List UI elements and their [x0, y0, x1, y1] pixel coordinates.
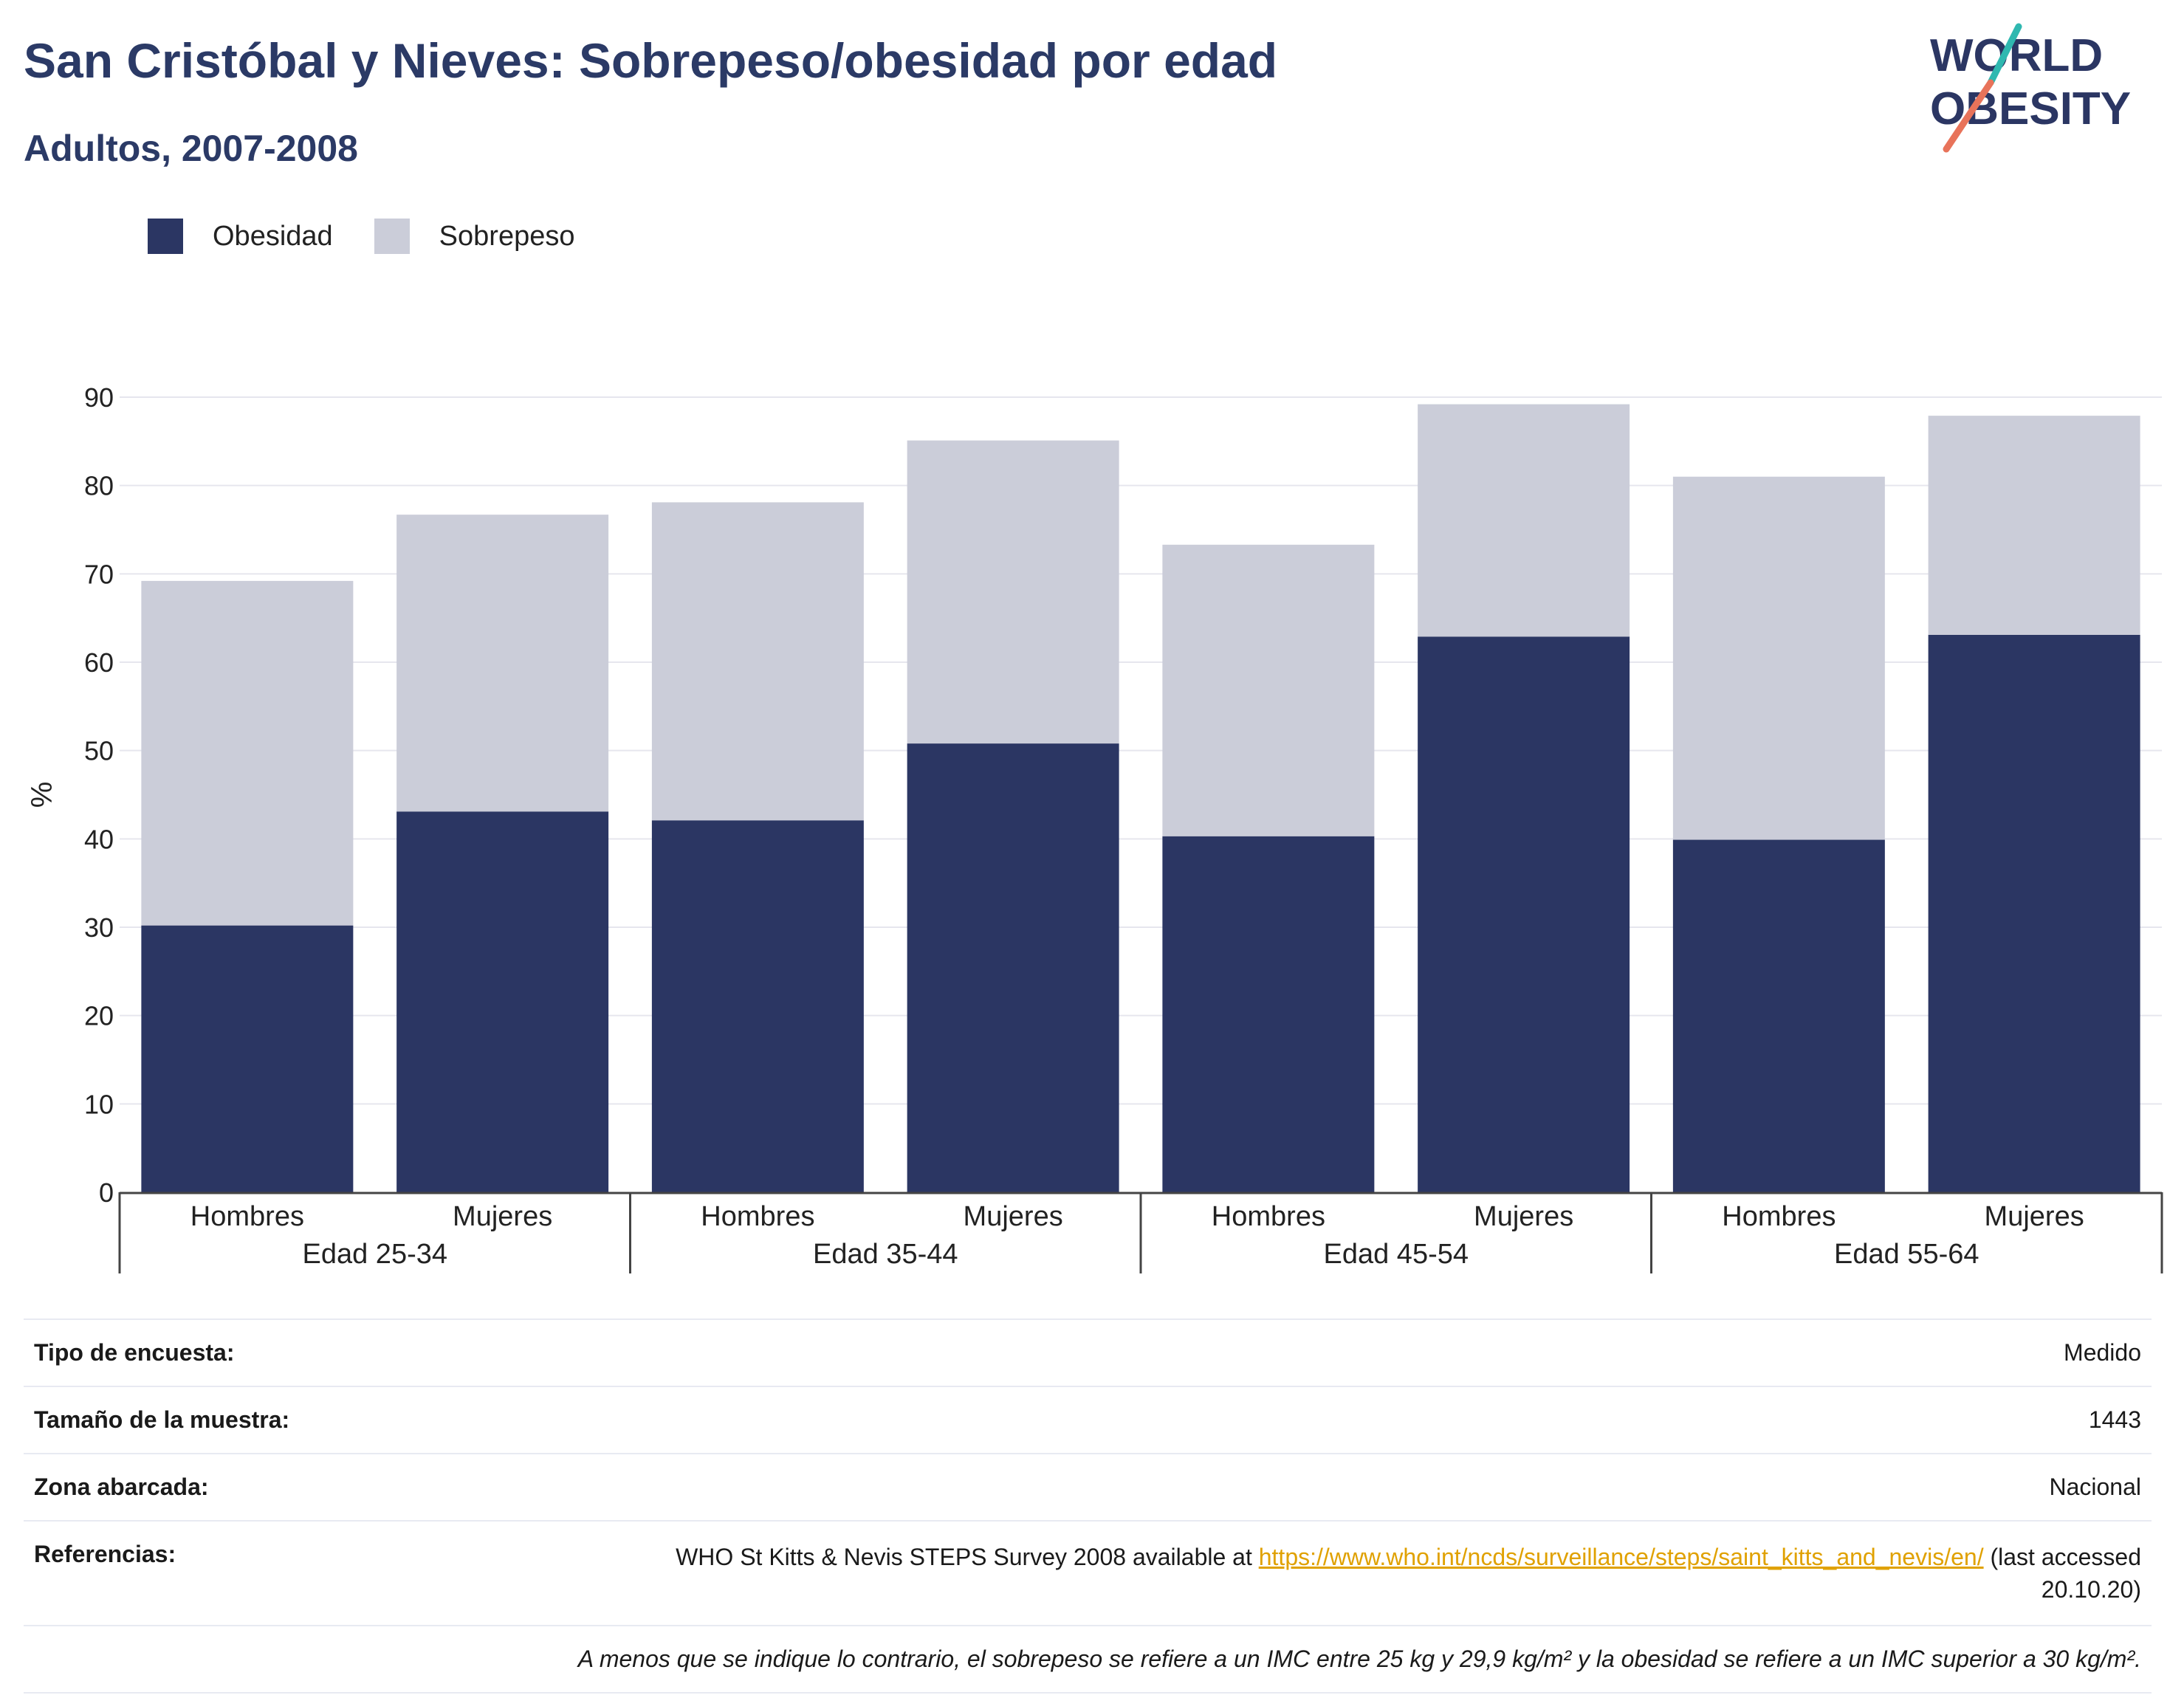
- bar-obesidad: [1928, 634, 2140, 1192]
- bar-sobrepeso: [141, 580, 354, 926]
- chart-legend: Obesidad Sobrepeso: [148, 219, 616, 254]
- note-row: A menos que se indique lo contrario, el …: [24, 1625, 2152, 1694]
- bar-sobrepeso: [907, 440, 1119, 744]
- legend-label-sobrepeso: Sobrepeso: [439, 220, 575, 252]
- svg-text:WORLD: WORLD: [1930, 30, 2103, 81]
- y-tick-label: 40: [84, 824, 114, 854]
- world-obesity-logo: WORLD OBESITY: [1930, 23, 2131, 153]
- y-tick-label: 60: [84, 647, 114, 678]
- area-row: Zona abarcada: Nacional: [24, 1453, 2152, 1520]
- bar-sobrepeso: [1162, 544, 1375, 836]
- bar-sobrepeso: [651, 502, 864, 821]
- legend-swatch-sobrepeso: [374, 219, 410, 254]
- y-tick-label: 30: [84, 912, 114, 943]
- page-subtitle: Adultos, 2007-2008: [24, 128, 358, 169]
- bar-sobrepeso: [1928, 416, 2140, 635]
- references-suffix: (last accessed 20.10.20): [1983, 1544, 2141, 1603]
- x-tick-label: Hombres: [1722, 1201, 1836, 1232]
- y-tick-label: 50: [84, 736, 114, 766]
- references-prefix: WHO St Kitts & Nevis STEPS Survey 2008 a…: [676, 1544, 1259, 1570]
- legend-label-obesidad: Obesidad: [213, 220, 333, 252]
- group-label: Edad 35-44: [813, 1239, 958, 1270]
- sample-size-value: 1443: [2088, 1406, 2141, 1433]
- x-tick-label: Mujeres: [453, 1201, 552, 1232]
- bar-obesidad: [1672, 839, 1885, 1192]
- legend-item-sobrepeso[interactable]: Sobrepeso: [374, 219, 575, 254]
- y-tick-label: 20: [84, 1001, 114, 1031]
- bar-obesidad: [907, 743, 1119, 1192]
- references-row: Referencias: WHO St Kitts & Nevis STEPS …: [24, 1520, 2152, 1625]
- bar-obesidad: [1418, 636, 1630, 1192]
- bar-sobrepeso: [396, 515, 609, 812]
- survey-type-row: Tipo de encuesta: Medido: [24, 1318, 2152, 1386]
- y-tick-label: 70: [84, 559, 114, 589]
- sample-size-label: Tamaño de la muestra:: [34, 1406, 290, 1433]
- x-tick-label: Mujeres: [964, 1201, 1063, 1232]
- bar-obesidad: [1162, 836, 1375, 1192]
- y-tick-label: 80: [84, 471, 114, 501]
- definition-note: A menos que se indique lo contrario, el …: [577, 1646, 2141, 1672]
- legend-swatch-obesidad: [148, 219, 183, 254]
- group-label: Edad 55-64: [1834, 1239, 1979, 1270]
- bar-sobrepeso: [1672, 476, 1885, 840]
- legend-item-obesidad[interactable]: Obesidad: [148, 219, 333, 254]
- bar-obesidad: [141, 925, 354, 1192]
- x-tick-label: Hombres: [701, 1201, 814, 1232]
- bar-sobrepeso: [1418, 404, 1630, 637]
- group-label: Edad 45-54: [1324, 1239, 1469, 1270]
- y-tick-label: 90: [84, 382, 114, 413]
- references-link[interactable]: https://www.who.int/ncds/surveillance/st…: [1258, 1544, 1984, 1570]
- sample-size-row: Tamaño de la muestra: 1443: [24, 1386, 2152, 1453]
- x-tick-label: Hombres: [1212, 1201, 1325, 1232]
- bar-obesidad: [651, 820, 864, 1192]
- bar-obesidad: [396, 811, 609, 1192]
- survey-type-value: Medido: [2064, 1339, 2141, 1366]
- y-axis-title: %: [26, 782, 58, 808]
- survey-info-table: Tipo de encuesta: Medido Tamaño de la mu…: [24, 1318, 2152, 1694]
- page-title: San Cristóbal y Nieves: Sobrepeso/obesid…: [24, 33, 1278, 88]
- x-tick-label: Hombres: [190, 1201, 304, 1232]
- area-value: Nacional: [2049, 1474, 2141, 1500]
- survey-type-label: Tipo de encuesta:: [34, 1339, 235, 1366]
- group-label: Edad 25-34: [303, 1239, 448, 1270]
- stacked-bar-chart: 0 10 20 30 40 50 60 70 80 90% Hombres Mujeres Hombre…: [26, 382, 2163, 1273]
- references-label: Referencias:: [34, 1541, 176, 1567]
- y-tick-label: 0: [99, 1177, 114, 1208]
- x-tick-label: Mujeres: [1474, 1201, 1573, 1232]
- x-tick-label: Mujeres: [1985, 1201, 2084, 1232]
- y-tick-label: 10: [84, 1089, 114, 1119]
- area-label: Zona abarcada:: [34, 1474, 209, 1500]
- references-value: WHO St Kitts & Nevis STEPS Survey 2008 a…: [665, 1541, 2141, 1606]
